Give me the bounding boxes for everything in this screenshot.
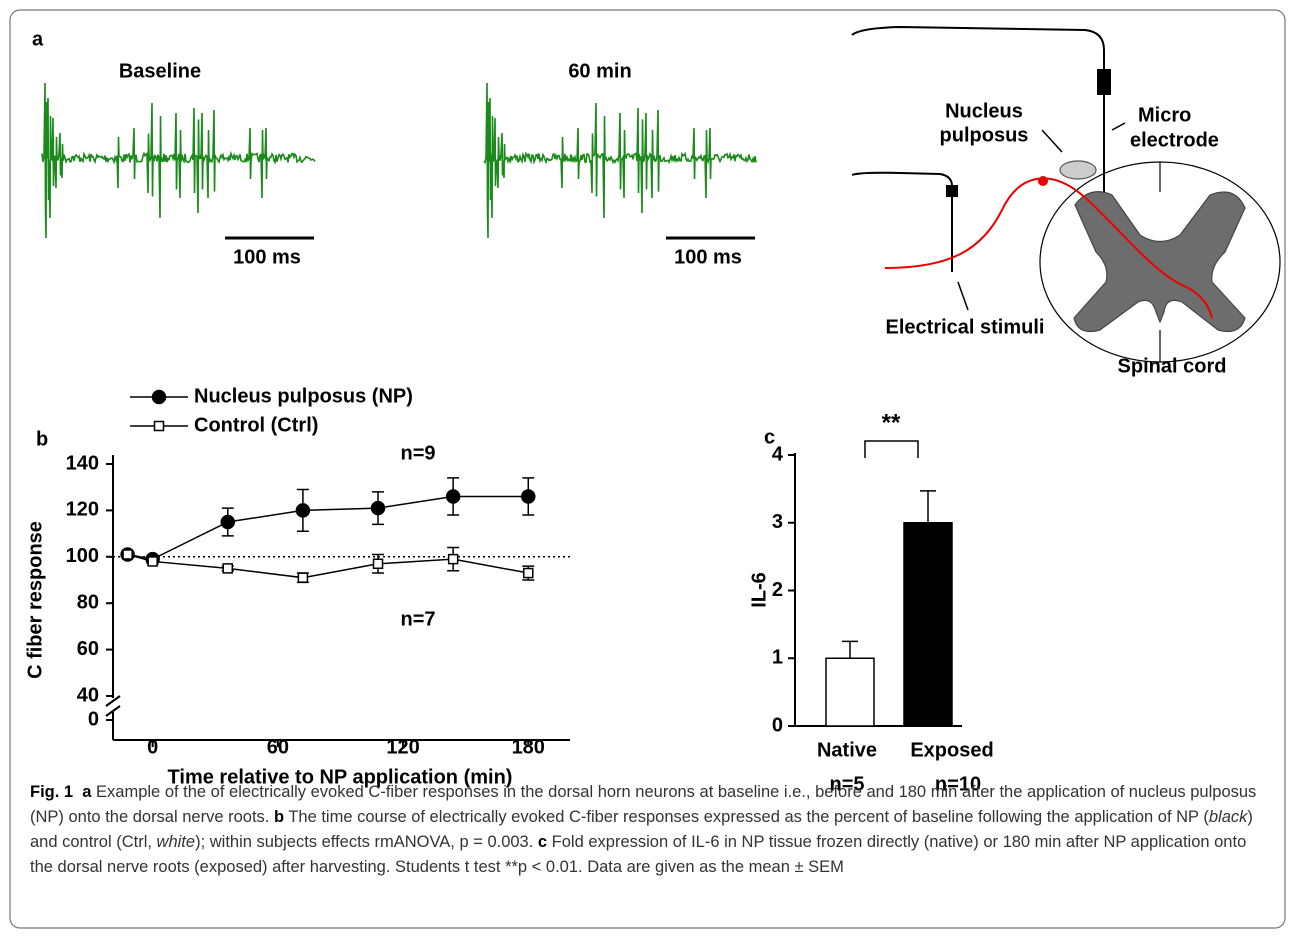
diagram-label: Micro bbox=[1138, 104, 1191, 126]
caption-text: b bbox=[273, 808, 285, 826]
pointer bbox=[1041, 129, 1063, 153]
caption-text: ); within subjects effects rmANOVA, p = … bbox=[195, 833, 538, 851]
legend-marker bbox=[151, 389, 167, 405]
y-tick-label: 3 bbox=[772, 511, 783, 533]
caption-text: black bbox=[1208, 808, 1248, 826]
y-tick-label: 0 bbox=[772, 714, 783, 736]
scale-label: 100 ms bbox=[674, 246, 742, 268]
diagram bbox=[851, 25, 1281, 363]
y-tick-label: 2 bbox=[772, 579, 783, 601]
marker bbox=[297, 572, 309, 583]
series-line bbox=[127, 553, 529, 579]
y-axis-label: IL-6 bbox=[748, 572, 770, 608]
marker bbox=[222, 563, 234, 574]
y-tick-label: 40 bbox=[77, 684, 99, 706]
marker bbox=[295, 503, 311, 518]
marker bbox=[372, 558, 384, 570]
traces bbox=[41, 82, 757, 239]
y-tick-label: 60 bbox=[77, 638, 99, 660]
caption-text: c bbox=[537, 833, 548, 851]
ganglion bbox=[1038, 176, 1048, 186]
caption-label: Fig. 1 bbox=[30, 783, 74, 801]
nucleus-pulposus bbox=[1059, 160, 1097, 180]
axis-break bbox=[105, 695, 121, 707]
bar bbox=[825, 657, 875, 727]
x-tick-label: 120 bbox=[386, 736, 419, 758]
significance: ** bbox=[882, 409, 901, 436]
panel-label: a bbox=[32, 28, 44, 50]
bar bbox=[903, 522, 953, 727]
x-tick-label: 60 bbox=[267, 736, 289, 758]
annotation: n=7 bbox=[400, 608, 435, 630]
annotation: n=9 bbox=[400, 442, 435, 464]
y-tick-label: 140 bbox=[66, 452, 99, 474]
diagram-label: electrode bbox=[1130, 129, 1219, 151]
marker bbox=[523, 567, 534, 579]
caption-text: a bbox=[82, 783, 92, 801]
y-tick-label: 120 bbox=[66, 499, 99, 521]
panel-label: b bbox=[36, 428, 48, 450]
marker bbox=[122, 549, 133, 560]
trace-title: 60 min bbox=[568, 60, 631, 82]
marker bbox=[220, 514, 236, 530]
x-tick-label: Exposed bbox=[910, 739, 993, 761]
marker bbox=[445, 489, 461, 504]
y-tick-label: 0 bbox=[88, 708, 99, 730]
wire bbox=[851, 25, 1105, 70]
diagram-label: Electrical stimuli bbox=[886, 316, 1045, 338]
legend-label: Nucleus pulposus (NP) bbox=[194, 385, 413, 407]
diagram-label: Spinal cord bbox=[1118, 355, 1227, 377]
pointer bbox=[957, 281, 969, 311]
y-tick-label: 1 bbox=[772, 647, 783, 669]
diagram-label: pulposus bbox=[940, 124, 1029, 146]
frame bbox=[9, 9, 1286, 929]
marker bbox=[447, 553, 459, 565]
legend-marker bbox=[153, 420, 165, 432]
marker bbox=[370, 500, 386, 516]
electrode bbox=[946, 185, 958, 197]
panel-label: c bbox=[764, 426, 775, 448]
marker bbox=[521, 489, 536, 504]
x-tick-label: 0 bbox=[147, 736, 158, 758]
error-bar bbox=[842, 640, 858, 659]
error-bar bbox=[920, 490, 936, 523]
caption: Fig. 1 a Example of the of electrically … bbox=[30, 780, 1265, 880]
marker bbox=[147, 556, 158, 567]
wire bbox=[851, 171, 953, 187]
caption-text: The time course of electrically evoked C… bbox=[284, 808, 1209, 826]
x-tick-label: Native bbox=[817, 739, 877, 761]
diagram-label: Nucleus bbox=[945, 100, 1023, 122]
series-line bbox=[127, 495, 529, 560]
y-axis-label: C fiber response bbox=[24, 521, 46, 679]
significance-bracket bbox=[864, 440, 919, 458]
n-label: n=10 bbox=[935, 773, 981, 795]
y-tick-label: 100 bbox=[66, 545, 99, 567]
scale-label: 100 ms bbox=[233, 246, 301, 268]
axis-break bbox=[105, 705, 121, 717]
nerve bbox=[884, 177, 1213, 319]
y-tick-label: 80 bbox=[77, 591, 99, 613]
x-tick-label: 180 bbox=[512, 736, 545, 758]
caption-text: white bbox=[156, 833, 196, 851]
caption-text: ) and control (Ctrl, bbox=[30, 808, 1253, 851]
legend-label: Control (Ctrl) bbox=[194, 414, 318, 436]
trace-title: Baseline bbox=[119, 60, 201, 82]
n-label: n=5 bbox=[829, 773, 864, 795]
caption-text: Fold expression of IL-6 in NP tissue fro… bbox=[30, 833, 1247, 876]
x-axis-label: Time relative to NP application (min) bbox=[168, 766, 513, 788]
pointer bbox=[1111, 122, 1126, 131]
trace bbox=[41, 82, 316, 239]
electrode bbox=[1097, 69, 1111, 95]
gray-matter bbox=[1073, 191, 1246, 333]
y-tick-label: 4 bbox=[772, 443, 784, 465]
caption-text: Example of the of electrically evoked C-… bbox=[30, 783, 1257, 826]
trace bbox=[483, 82, 757, 239]
